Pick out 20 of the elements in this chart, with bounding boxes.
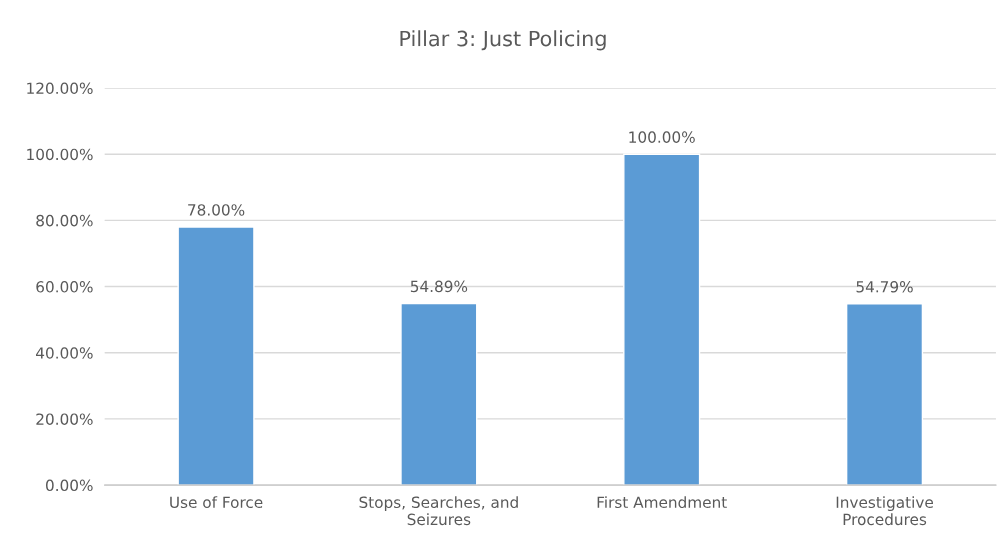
data-label: 100.00% bbox=[629, 131, 695, 143]
y-tick-label: 0.00% bbox=[45, 479, 93, 492]
y-tick-label: 40.00% bbox=[36, 347, 93, 359]
y-tick-label: 60.00% bbox=[36, 281, 93, 293]
x-tick-label: First Amendment bbox=[597, 496, 727, 509]
x-tick-label: Use of Force bbox=[170, 496, 263, 509]
data-label: 54.89% bbox=[410, 280, 468, 293]
y-tick-label: 100.00% bbox=[27, 148, 93, 161]
y-tick-label: 20.00% bbox=[36, 413, 93, 425]
bar bbox=[177, 226, 255, 486]
data-label: 54.79% bbox=[856, 280, 913, 293]
data-label: 78.00% bbox=[188, 204, 245, 216]
bar bbox=[623, 153, 701, 486]
x-tick-label: Investigative Procedures bbox=[836, 496, 933, 526]
y-tick-label: 80.00% bbox=[36, 214, 93, 227]
y-tick-label: 120.00% bbox=[27, 82, 93, 95]
bar bbox=[845, 303, 924, 486]
chart-title: Pillar 3: Just Policing bbox=[400, 30, 606, 51]
bar bbox=[400, 302, 478, 486]
x-tick-label: Stops, Searches, and Seizures bbox=[359, 496, 518, 526]
